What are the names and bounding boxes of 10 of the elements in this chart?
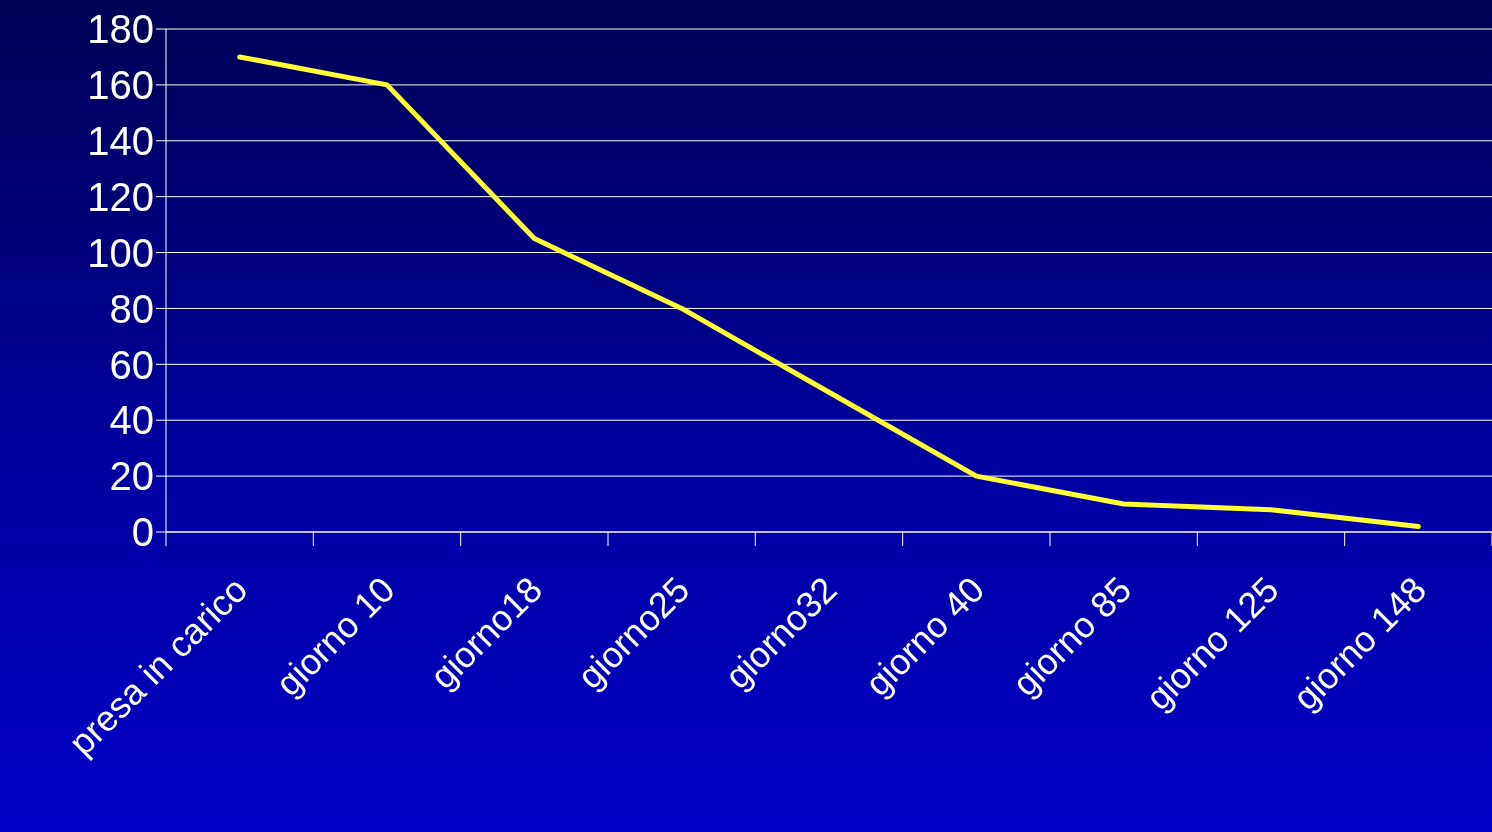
- y-tick-label: 40: [109, 398, 154, 443]
- y-tick-label: 140: [87, 118, 154, 163]
- y-tick-label: 120: [87, 174, 154, 219]
- y-tick-label: 80: [109, 286, 154, 331]
- y-tick-label: 0: [131, 510, 154, 555]
- y-tick-label: 160: [87, 63, 154, 108]
- y-tick-label: 100: [87, 230, 154, 275]
- y-tick-label: 180: [87, 7, 154, 52]
- y-tick-label: 20: [109, 454, 154, 499]
- y-tick-label: 60: [109, 342, 154, 387]
